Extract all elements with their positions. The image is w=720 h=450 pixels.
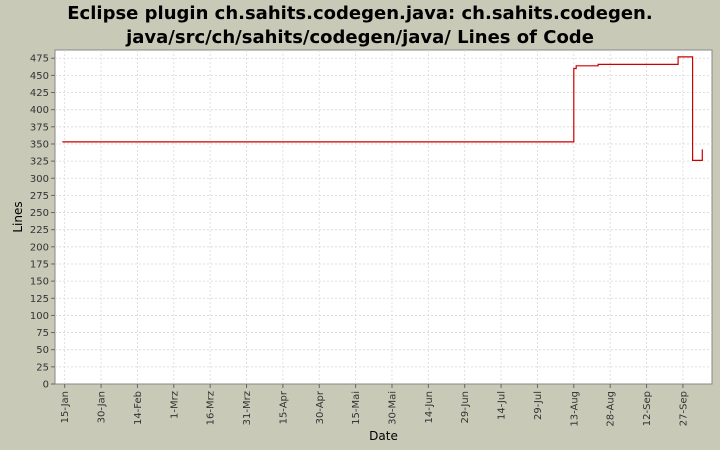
x-tick-label: 15-Mai — [351, 391, 362, 425]
x-tick-label: 15-Apr — [278, 390, 289, 424]
y-tick-label: 25 — [36, 362, 49, 373]
series-line — [62, 56, 703, 161]
x-tick-label: 30-Mai — [387, 391, 398, 425]
y-tick-label: 150 — [30, 277, 49, 288]
x-tick-label: 28-Aug — [606, 391, 617, 427]
x-tick-label: 27-Sep — [678, 391, 689, 426]
y-tick-label: 200 — [30, 242, 49, 253]
y-tick-label: 450 — [30, 71, 49, 82]
series-group — [62, 56, 703, 161]
x-tick-label: 14-Jun — [424, 391, 435, 424]
y-tick-label: 425 — [30, 88, 49, 99]
y-axis: 0 25 50 75 100 125 150 175 200 225 250 275 300 325 350… — [30, 54, 55, 391]
x-tick-label: 31-Mrz — [242, 391, 253, 425]
x-tick-label: 30-Jan — [97, 391, 108, 423]
y-tick-label: 375 — [30, 122, 49, 133]
x-tick-label: 30-Apr — [315, 390, 326, 424]
y-axis-label: Lines — [11, 201, 25, 232]
x-tick-label: 13-Aug — [569, 391, 580, 427]
plot-area — [54, 49, 713, 385]
y-tick-label: 475 — [30, 54, 49, 65]
y-tick-label: 225 — [30, 225, 49, 236]
x-tick-label: 29-Jun — [460, 391, 471, 424]
x-tick-label: 16-Mrz — [206, 391, 217, 425]
x-axis: 15-Jan 30-Jan 14-Feb 1-Mrz 16-Mrz 31-Mrz 15-Ap… — [60, 384, 689, 427]
y-tick-label: 50 — [36, 345, 49, 356]
x-tick-label: 14-Feb — [133, 391, 144, 425]
x-tick-label: 29-Jul — [533, 391, 544, 420]
grid-lines — [55, 50, 712, 384]
y-tick-label: 250 — [30, 208, 49, 219]
y-tick-label: 300 — [30, 174, 49, 185]
x-tick-label: 12-Sep — [642, 391, 653, 426]
chart-title: Eclipse plugin ch.sahits.codegen.java: c… — [0, 2, 720, 50]
y-tick-label: 350 — [30, 139, 49, 150]
y-tick-label: 125 — [30, 294, 49, 305]
y-tick-label: 325 — [30, 157, 49, 168]
x-tick-label: 1-Mrz — [169, 391, 180, 419]
x-tick-label: 15-Jan — [60, 391, 71, 423]
y-tick-label: 275 — [30, 191, 49, 202]
y-tick-label: 100 — [30, 311, 49, 322]
x-axis-label: Date — [369, 429, 398, 443]
chart-title-line-1: Eclipse plugin ch.sahits.codegen.java: c… — [67, 3, 653, 24]
y-tick-label: 0 — [43, 380, 49, 391]
y-tick-label: 75 — [36, 328, 49, 339]
y-tick-label: 400 — [30, 105, 49, 116]
chart-title-line-2: java/src/ch/sahits/codegen/java/ Lines o… — [126, 27, 594, 48]
x-tick-label: 14-Jul — [497, 391, 508, 420]
y-tick-label: 175 — [30, 259, 49, 270]
